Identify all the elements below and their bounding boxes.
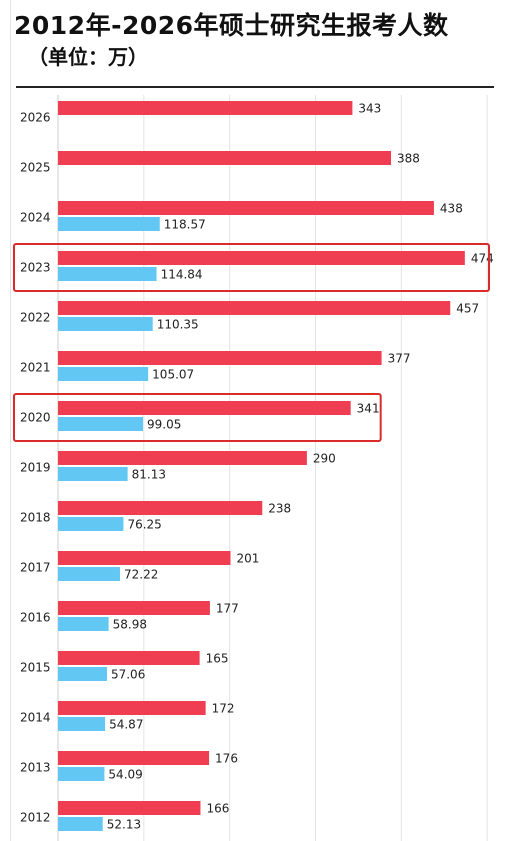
data-label-series2: 105.07 xyxy=(152,368,194,382)
bar-series1-2014 xyxy=(58,701,206,715)
category-label: 2014 xyxy=(20,711,51,725)
bar-series2-2020 xyxy=(58,417,144,431)
data-label-series2: 58.98 xyxy=(113,618,147,632)
bar-series1-2024 xyxy=(58,201,434,215)
data-label-series1: 474 xyxy=(471,252,494,266)
data-label-series1: 166 xyxy=(206,802,229,816)
data-label-series1: 165 xyxy=(206,652,229,666)
bar-series2-2015 xyxy=(58,667,107,681)
data-label-series1: 290 xyxy=(313,452,336,466)
data-label-series2: 110.35 xyxy=(157,318,199,332)
category-label: 2020 xyxy=(20,411,51,425)
data-label-series1: 377 xyxy=(388,352,411,366)
data-label-series2: 54.87 xyxy=(109,718,143,732)
bar-series2-2021 xyxy=(58,367,149,381)
data-label-series1: 238 xyxy=(268,502,291,516)
data-label-series2: 81.13 xyxy=(132,468,166,482)
category-label: 2019 xyxy=(20,461,51,475)
category-label: 2026 xyxy=(20,111,51,125)
data-label-series1: 172 xyxy=(212,702,235,716)
left-border-line xyxy=(10,0,11,841)
highlight-box-2020 xyxy=(13,393,382,442)
bar-series2-2018 xyxy=(58,517,124,531)
category-label: 2025 xyxy=(20,161,51,175)
data-label-series1: 177 xyxy=(216,602,239,616)
data-label-series2: 99.05 xyxy=(147,418,181,432)
data-label-series1: 341 xyxy=(357,402,380,416)
bar-series1-2020 xyxy=(58,401,351,415)
category-label: 2012 xyxy=(20,811,51,825)
data-label-series2: 57.06 xyxy=(111,668,145,682)
data-label-series2: 114.84 xyxy=(161,268,203,282)
bar-series1-2021 xyxy=(58,351,382,365)
data-label-series1: 176 xyxy=(215,752,238,766)
bar-series1-2023 xyxy=(58,251,465,265)
bar-series2-2016 xyxy=(58,617,109,631)
category-label: 2018 xyxy=(20,511,51,525)
data-label-series1: 388 xyxy=(397,152,420,166)
bar-series2-2013 xyxy=(58,767,105,781)
data-label-series1: 457 xyxy=(456,302,479,316)
bar-series2-2012 xyxy=(58,817,103,831)
bar-series1-2025 xyxy=(58,151,392,165)
category-label: 2013 xyxy=(20,761,51,775)
chart-title: 2012年-2026年硕士研究生报考人数 xyxy=(14,11,449,40)
bar-series2-2019 xyxy=(58,467,128,481)
category-label: 2022 xyxy=(20,311,51,325)
bar-series1-2026 xyxy=(58,101,353,115)
data-label-series2: 54.09 xyxy=(108,768,142,782)
bar-series2-2017 xyxy=(58,567,120,581)
bar-series1-2016 xyxy=(58,601,210,615)
highlight-box-2023 xyxy=(13,243,490,292)
bar-series1-2012 xyxy=(58,801,201,815)
bar-series1-2018 xyxy=(58,501,263,515)
data-label-series2: 52.13 xyxy=(107,818,141,832)
chart-subtitle: （单位：万） xyxy=(28,45,148,69)
data-label-series1: 438 xyxy=(440,202,463,216)
bar-series2-2024 xyxy=(58,217,160,231)
bar-series1-2013 xyxy=(58,751,210,765)
data-label-series2: 72.22 xyxy=(124,568,158,582)
data-label-series2: 118.57 xyxy=(164,218,206,232)
data-label-series1: 343 xyxy=(358,102,381,116)
category-label: 2024 xyxy=(20,211,51,225)
bar-series2-2022 xyxy=(58,317,153,331)
category-label: 2017 xyxy=(20,561,51,575)
title-divider xyxy=(16,86,494,88)
category-label: 2016 xyxy=(20,611,51,625)
bar-series1-2017 xyxy=(58,551,231,565)
bar-series1-2022 xyxy=(58,301,451,315)
data-label-series1: 201 xyxy=(237,552,260,566)
category-label: 2015 xyxy=(20,661,51,675)
bar-series2-2014 xyxy=(58,717,106,731)
bar-series1-2015 xyxy=(58,651,200,665)
bar-series1-2019 xyxy=(58,451,307,465)
category-label: 2023 xyxy=(20,261,51,275)
category-label: 2021 xyxy=(20,361,51,375)
data-label-series2: 76.25 xyxy=(127,518,161,532)
bar-series2-2023 xyxy=(58,267,157,281)
